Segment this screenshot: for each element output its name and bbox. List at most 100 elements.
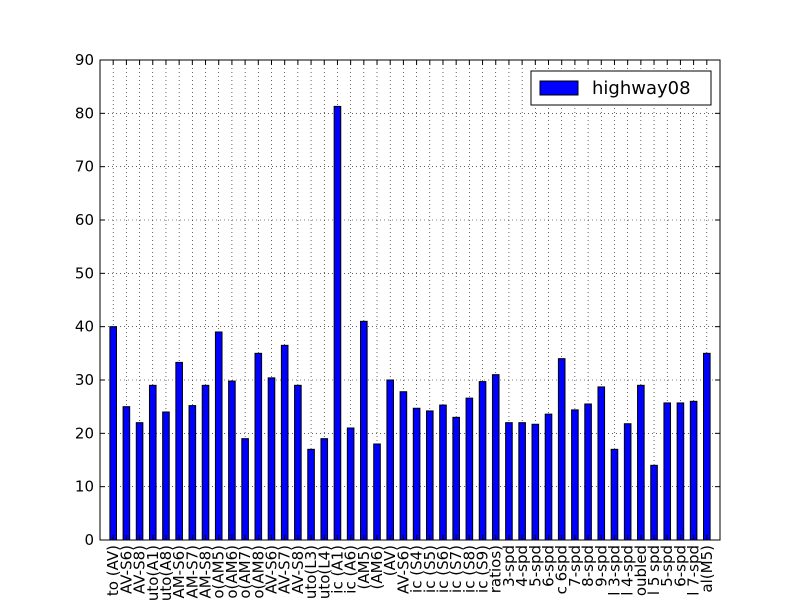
x-tick-label: 6-spd [540,545,558,587]
y-tick-labels: 0 10 20 30 40 50 60 70 80 90 [75,51,94,549]
bar [360,320,368,541]
bar [412,407,421,541]
x-tick-label: AV-S6) [117,545,135,594]
x-tick-label: al(M5) [698,545,716,593]
x-tick-label: AM-S7) [183,545,201,599]
y-tick-label: 60 [75,211,94,229]
bars-group [109,105,711,541]
y-tick-label: 80 [75,104,94,122]
bar [505,422,513,541]
x-tick-label: ratios) [487,545,505,593]
bar [637,384,645,541]
legend-label: highway08 [592,78,691,99]
x-tick-label: 9-spd [592,545,610,587]
bar [544,413,553,541]
bar [478,381,487,541]
y-tick-label: 50 [75,264,94,282]
bar [148,384,157,541]
bar [399,391,408,541]
bar [650,464,658,541]
x-tick-label: 5-spd [526,545,544,587]
x-tick-label: AV-S8) [131,545,149,594]
x-tick-label: 6-spd [671,545,689,587]
bar [175,361,183,541]
bar [162,411,170,541]
y-tick-label: 0 [84,531,94,549]
x-tick-label: 4-spd [513,545,531,587]
x-tick-label: ic (A1) [328,545,346,594]
x-tick-label: 3-spd [500,545,518,587]
bar [689,400,698,541]
x-tick-label: 7-spd [566,545,584,587]
bar [610,448,619,541]
y-tick-label: 70 [75,158,94,176]
x-tick-label: l 3-spd [605,545,623,596]
bar [518,422,526,541]
axis-ticks [100,59,720,541]
x-tick-label: ic (S9) [474,545,492,593]
bar [188,405,197,541]
bar [531,423,540,541]
x-tick-label: (AM5) [355,545,373,589]
bar [307,448,315,541]
x-tick-label: to (AV) [104,545,122,596]
x-tick-label: uto(L3) [302,545,320,599]
x-tick-label: AV-S6) [262,545,280,594]
y-tick-label: 40 [75,318,94,336]
bar [676,402,685,541]
y-tick-label: 10 [75,478,94,496]
bar [584,403,592,541]
x-tick-label: AV-S8) [289,545,307,594]
x-tick-label: c 6spd [553,545,571,594]
bar [425,410,434,541]
bar [280,344,289,541]
x-tick-label: ic (S4) [408,545,426,593]
x-tick-label: ic (S7) [447,545,465,593]
bar [386,379,395,541]
bar [557,358,566,541]
x-tick-label: l 5 spd [645,545,663,595]
x-tick-label: (AV) [381,545,399,576]
x-tick-label: AM-S8) [197,545,215,599]
x-tick-label: (AM6) [368,545,386,589]
bar [201,384,210,541]
bar [491,374,500,541]
bar [320,438,329,541]
x-tick-label: oubled [632,545,650,596]
bar [109,326,117,541]
x-tick-label: AV-S6) [394,545,412,594]
bar [346,427,355,541]
x-tick-label: 5-spd [658,545,676,587]
bar [254,352,263,541]
y-tick-label: 20 [75,424,94,442]
bar [571,409,579,541]
x-tick-label: ic (S5) [421,545,439,593]
x-tick-label: ic (S6) [434,545,452,593]
y-tick-label: 30 [75,371,94,389]
x-tick-label: l 4-spd [619,545,637,596]
bar [333,105,342,541]
y-tick-label: 90 [75,51,94,69]
x-tick-label: ic (S8) [460,545,478,593]
x-tick-label: o(AM7) [236,545,254,599]
bar [135,422,144,541]
x-tick-label: o(AM8) [249,545,267,599]
bar [623,423,632,541]
x-tick-label: AV-S7) [276,545,294,594]
x-tick-label: uto(A1) [144,545,162,600]
bar [228,380,236,541]
bar [294,384,302,541]
bar [452,416,460,541]
x-tick-label: l 7-spd [685,545,703,596]
bar [373,443,381,541]
bar [214,331,223,541]
bar [439,404,447,541]
legend-swatch [539,80,579,96]
x-tick-label: o(AM6) [223,545,241,599]
bar [597,386,606,541]
bar [241,438,249,541]
x-tick-label: ic (A6) [342,545,360,594]
x-tick-label: 8-spd [579,545,597,587]
bar [122,406,131,541]
